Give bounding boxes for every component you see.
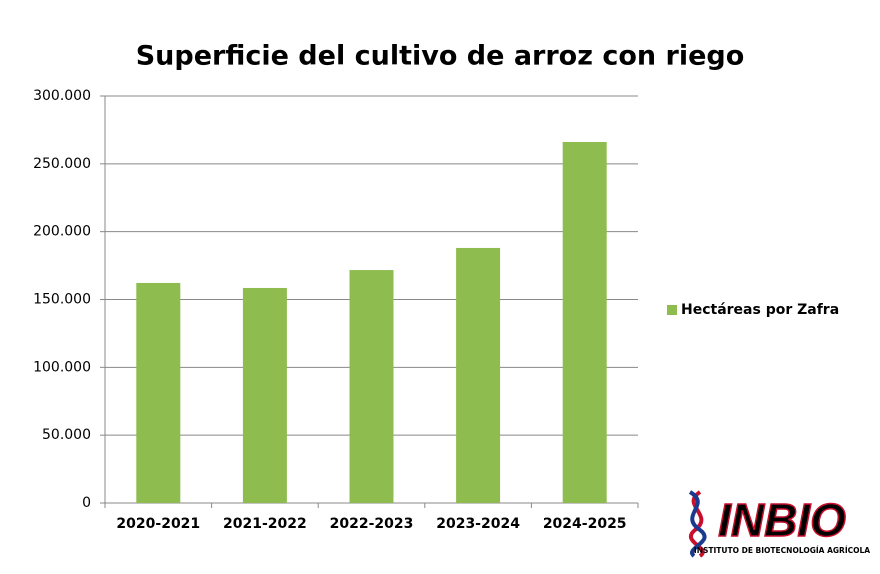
logo-helix: [688, 490, 707, 558]
legend-label: Hectáreas por Zafra: [681, 302, 839, 318]
logo-subtitle: INSTITUTO DE BIOTECNOLOGÍA AGRÍCOLA: [694, 546, 870, 555]
bar: [136, 282, 181, 503]
bar: [456, 247, 501, 503]
y-tick-label: 50.000: [42, 427, 91, 443]
y-tick-label: 250.000: [33, 156, 91, 172]
y-tick-label: 200.000: [33, 224, 91, 240]
x-tick-label: 2022-2023: [330, 516, 414, 532]
x-tick-label: 2024-2025: [543, 516, 627, 532]
y-tick-label: 150.000: [33, 292, 91, 308]
y-tick-label: 300.000: [33, 88, 91, 104]
y-tick-label: 100.000: [33, 359, 91, 375]
bar: [242, 287, 287, 503]
x-tick-label: 2021-2022: [223, 516, 307, 532]
chart-title: Superficie del cultivo de arroz con rieg…: [136, 41, 745, 72]
bar: [562, 141, 607, 503]
logo-helix: [688, 490, 705, 558]
logo-name: INBIO: [718, 494, 846, 546]
logo: INBIO INSTITUTO DE BIOTECNOLOGÍA AGRÍCOL…: [688, 490, 870, 558]
x-tick-label: 2023-2024: [436, 516, 520, 532]
bar: [349, 270, 394, 503]
x-tick-label: 2020-2021: [116, 516, 200, 532]
legend-swatch: [667, 305, 677, 315]
y-tick-label: 0: [82, 495, 91, 511]
